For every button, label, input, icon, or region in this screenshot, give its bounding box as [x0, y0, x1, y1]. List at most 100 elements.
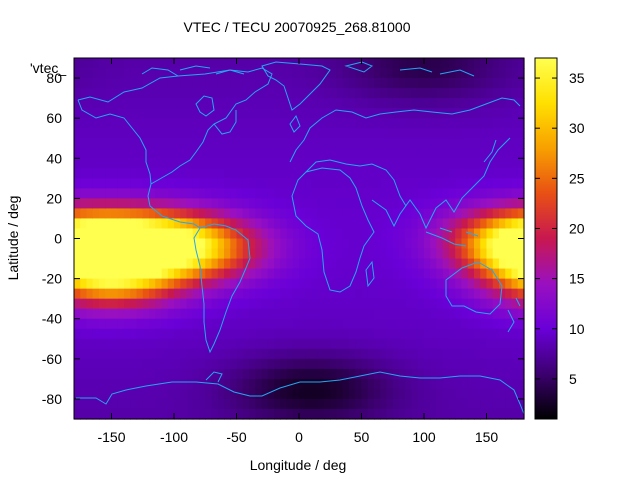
heatmap-cell	[186, 168, 194, 179]
heatmap-cell	[174, 288, 181, 300]
heatmap-cell	[274, 138, 281, 149]
heatmap-cell	[336, 108, 344, 119]
heatmap-cell	[217, 178, 225, 189]
heatmap-cell	[330, 238, 338, 250]
heatmap-cell	[499, 318, 506, 330]
heatmap-cell	[342, 358, 350, 370]
heatmap-cell	[511, 258, 519, 270]
heatmap-cell	[224, 198, 231, 210]
y-tick-label: 40	[46, 150, 62, 166]
heatmap-cell	[305, 138, 313, 149]
heatmap-cell	[336, 238, 344, 250]
heatmap-cell	[461, 238, 469, 250]
heatmap-cell	[317, 288, 325, 300]
heatmap-cell	[249, 148, 256, 159]
heatmap-cell	[267, 128, 275, 139]
heatmap-cell	[311, 358, 319, 370]
heatmap-cell	[499, 168, 506, 179]
heatmap-cell	[461, 98, 469, 109]
heatmap-cell	[142, 208, 150, 220]
heatmap-cell	[430, 378, 438, 390]
heatmap-cell	[186, 338, 194, 350]
heatmap-cell	[517, 118, 525, 129]
heatmap-cell	[236, 218, 244, 230]
heatmap-cell	[455, 78, 463, 89]
heatmap-cell	[336, 328, 344, 340]
heatmap-cell	[267, 98, 275, 109]
heatmap-cell	[167, 398, 175, 410]
heatmap-cell	[442, 208, 450, 220]
heatmap-cell	[211, 298, 219, 310]
heatmap-cell	[411, 158, 419, 169]
heatmap-cell	[92, 258, 100, 270]
heatmap-cell	[174, 68, 181, 79]
heatmap-cell	[392, 278, 400, 290]
heatmap-cell	[80, 168, 88, 179]
heatmap-cell	[355, 388, 363, 400]
heatmap-cell	[136, 278, 144, 290]
heatmap-cell	[261, 198, 269, 210]
heatmap-cell	[449, 268, 456, 280]
heatmap-cell	[274, 128, 281, 139]
heatmap-cell	[430, 228, 438, 240]
heatmap-cell	[80, 58, 88, 69]
heatmap-cell	[330, 158, 338, 169]
heatmap-cell	[349, 188, 356, 199]
heatmap-cell	[317, 208, 325, 220]
heatmap-cell	[217, 288, 225, 300]
heatmap-cell	[324, 148, 331, 159]
heatmap-cell	[399, 138, 406, 149]
heatmap-cell	[167, 158, 175, 169]
heatmap-cell	[105, 58, 113, 69]
heatmap-cell	[311, 78, 319, 89]
heatmap-cell	[211, 148, 219, 159]
heatmap-cell	[380, 118, 388, 129]
heatmap-cell	[342, 108, 350, 119]
heatmap-cell	[192, 248, 200, 260]
heatmap-cell	[405, 58, 413, 69]
heatmap-cell	[292, 228, 300, 240]
heatmap-cell	[399, 388, 406, 400]
heatmap-cell	[199, 58, 206, 69]
heatmap-cell	[86, 98, 94, 109]
heatmap-cell	[317, 318, 325, 330]
heatmap-cell	[474, 118, 481, 129]
heatmap-cell	[136, 168, 144, 179]
heatmap-cell	[317, 388, 325, 400]
heatmap-cell	[80, 218, 88, 230]
heatmap-cell	[505, 338, 513, 350]
heatmap-cell	[161, 388, 169, 400]
heatmap-cell	[130, 378, 138, 390]
y-tick-label: 80	[46, 70, 62, 86]
heatmap-cell	[299, 288, 306, 300]
heatmap-cell	[255, 338, 263, 350]
heatmap-cell	[374, 188, 381, 199]
heatmap-cell	[299, 108, 306, 119]
heatmap-cell	[517, 228, 525, 240]
heatmap-cell	[142, 228, 150, 240]
heatmap-cell	[280, 118, 288, 129]
heatmap-cell	[174, 258, 181, 270]
heatmap-cell	[149, 78, 156, 89]
heatmap-cell	[292, 328, 300, 340]
heatmap-cell	[336, 228, 344, 240]
heatmap-cell	[111, 328, 119, 340]
heatmap-cell	[230, 98, 238, 109]
heatmap-cell	[155, 218, 163, 230]
heatmap-cell	[311, 338, 319, 350]
heatmap-cell	[380, 208, 388, 220]
heatmap-cell	[417, 398, 425, 410]
heatmap-cell	[142, 338, 150, 350]
heatmap-cell	[180, 178, 188, 189]
heatmap-cell	[211, 98, 219, 109]
heatmap-cell	[111, 128, 119, 139]
heatmap-cell	[486, 378, 494, 390]
heatmap-cell	[386, 378, 394, 390]
heatmap-cell	[255, 318, 263, 330]
heatmap-cell	[255, 398, 263, 410]
heatmap-cell	[149, 248, 156, 260]
heatmap-cell	[411, 138, 419, 149]
heatmap-cell	[130, 308, 138, 320]
heatmap-cell	[367, 408, 375, 420]
heatmap-cell	[486, 148, 494, 159]
